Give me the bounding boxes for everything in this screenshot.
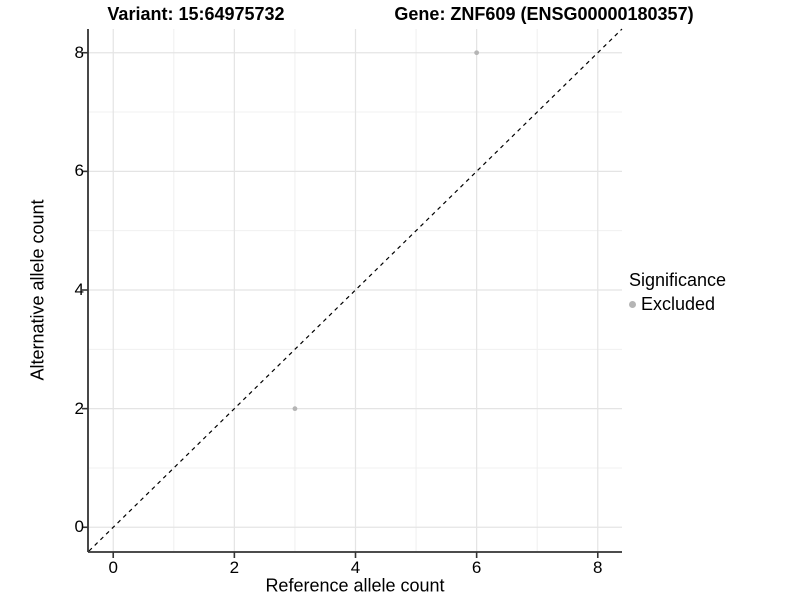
plot-title-gene: Gene: ZNF609 (ENSG00000180357)	[394, 4, 694, 24]
legend-item-excluded: Excluded	[629, 294, 726, 315]
y-tick-label: 6	[74, 161, 84, 181]
y-tick-label: 2	[74, 398, 84, 418]
legend: Significance Excluded	[629, 270, 726, 315]
data-point	[292, 406, 298, 412]
y-tick-label: 8	[74, 42, 84, 62]
x-tick-label: 0	[108, 558, 118, 577]
plot-title-variant: Variant: 15:64975732	[107, 4, 285, 24]
x-axis-title: Reference allele count	[265, 575, 445, 596]
x-tick-label: 6	[471, 558, 482, 577]
y-tick-label: 4	[74, 280, 84, 299]
legend-point-icon	[629, 301, 636, 308]
x-tick-label: 2	[229, 558, 240, 577]
x-tick-label: 4	[350, 558, 361, 577]
x-tick-label: 8	[593, 558, 603, 577]
y-tick-label: 0	[74, 517, 84, 537]
data-point	[474, 50, 480, 56]
legend-title: Significance	[629, 270, 727, 290]
legend-item-label: Excluded	[641, 294, 716, 314]
